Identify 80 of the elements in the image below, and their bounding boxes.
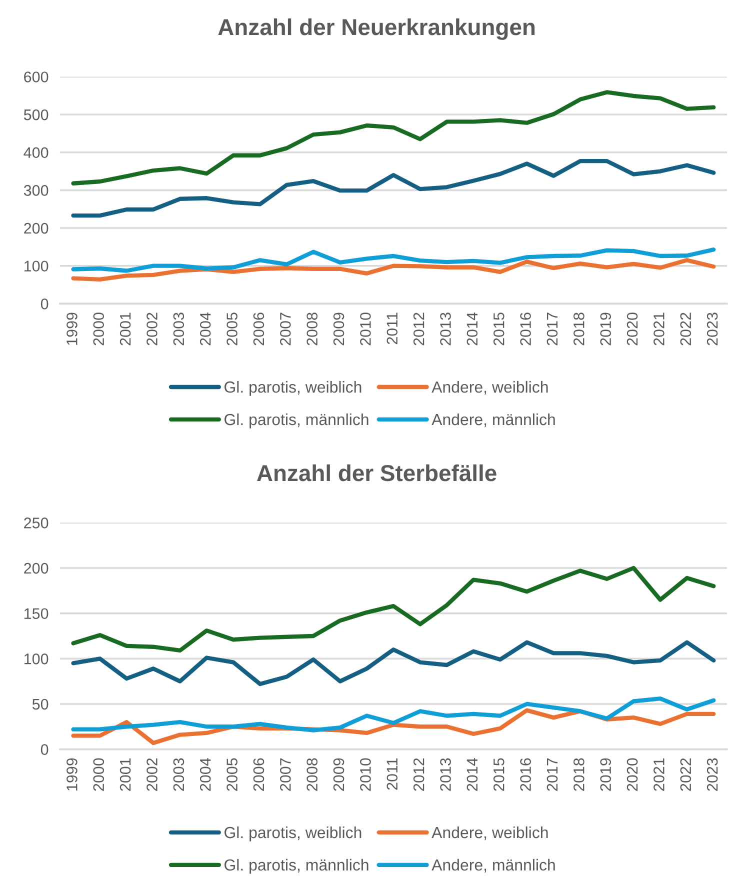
- line-series: [71, 640, 716, 686]
- x-tick-label: 2013: [440, 758, 451, 791]
- line-series: [71, 258, 716, 282]
- x-tick-label: 2018: [574, 758, 584, 791]
- x-tick-label: 2012: [413, 758, 424, 791]
- legend-label: Andere, männlich: [432, 858, 555, 873]
- x-tick-label: 1999: [66, 312, 78, 345]
- y-tick-label: 250: [24, 518, 48, 528]
- x-tick-label: 2017: [546, 758, 558, 791]
- x-tick-label: 2002: [146, 312, 158, 346]
- x-tick-label: 2021: [654, 312, 664, 346]
- x-tick-label: 2011: [386, 312, 398, 344]
- x-tick-label: 2019: [600, 758, 612, 791]
- x-tick-label: 2016: [520, 758, 531, 791]
- x-tick-label: 1999: [66, 758, 78, 790]
- x-tick-label: 2015: [493, 312, 504, 346]
- x-tick-label: 2004: [200, 758, 211, 791]
- chart-title: Anzahl der Sterbefälle: [257, 464, 496, 482]
- x-tick-label: 2005: [226, 758, 238, 791]
- x-tick-label: 2013: [440, 312, 451, 346]
- y-tick-label: 100: [24, 654, 48, 664]
- x-tick-label: 2003: [173, 758, 184, 791]
- x-tick-label: 2014: [466, 312, 478, 346]
- legend-label: Andere, männlich: [432, 413, 555, 428]
- legend-label: Gl. parotis, männlich: [224, 413, 368, 428]
- chart-title: Anzahl der Neuerkrankungen: [218, 18, 535, 40]
- legend-label: Gl. parotis, weiblich: [224, 826, 362, 842]
- x-tick-label: 2019: [600, 312, 612, 346]
- y-tick-label: 300: [24, 185, 48, 196]
- legend-label: Andere, weiblich: [432, 826, 548, 840]
- x-tick-label: 2009: [333, 758, 344, 791]
- x-tick-label: 2007: [280, 312, 291, 346]
- y-tick-label: 0: [40, 298, 48, 310]
- x-tick-label: 2023: [706, 312, 718, 346]
- x-tick-label: 2021: [654, 758, 664, 791]
- line-series: [71, 566, 716, 653]
- y-tick-label: 400: [24, 147, 48, 158]
- x-tick-label: 2004: [200, 312, 211, 346]
- x-tick-label: 2010: [360, 312, 371, 346]
- line-series: [71, 90, 716, 186]
- x-tick-label: 2020: [626, 758, 638, 791]
- y-tick-label: 600: [24, 72, 48, 82]
- x-tick-label: 2012: [413, 312, 424, 346]
- y-tick-label: 200: [24, 562, 48, 574]
- x-tick-label: 2009: [333, 312, 344, 346]
- y-tick-label: 50: [32, 698, 48, 710]
- x-tick-label: 2010: [360, 758, 371, 791]
- x-tick-label: 2000: [93, 312, 104, 346]
- line-series: [71, 696, 716, 732]
- x-tick-label: 2007: [280, 758, 291, 791]
- x-tick-label: 2015: [493, 758, 504, 791]
- legend-label: Andere, weiblich: [432, 381, 548, 395]
- x-tick-label: 2017: [546, 312, 558, 346]
- y-tick-label: 100: [24, 260, 48, 272]
- x-tick-label: 2014: [466, 758, 478, 791]
- x-tick-label: 2018: [574, 312, 584, 346]
- x-tick-label: 2001: [120, 312, 131, 346]
- x-tick-label: 2005: [226, 312, 238, 346]
- x-tick-label: 2022: [680, 312, 692, 346]
- y-tick-label: 500: [24, 109, 48, 120]
- x-tick-label: 2011: [386, 758, 398, 790]
- x-tick-label: 2000: [93, 758, 104, 791]
- x-tick-label: 2016: [520, 312, 531, 346]
- y-tick-label: 150: [24, 608, 48, 620]
- line-series: [71, 247, 716, 273]
- x-tick-label: 2008: [306, 758, 318, 791]
- line-series: [71, 158, 716, 218]
- legend-label: Gl. parotis, weiblich: [224, 381, 362, 396]
- legend-label: Gl. parotis, männlich: [224, 858, 368, 874]
- x-tick-label: 2001: [120, 758, 131, 791]
- x-tick-label: 2003: [173, 312, 184, 346]
- y-tick-label: 200: [24, 222, 48, 234]
- x-tick-label: 2020: [626, 312, 638, 346]
- x-tick-label: 2006: [253, 758, 264, 791]
- x-tick-label: 2022: [680, 758, 692, 791]
- x-tick-label: 2023: [706, 758, 718, 791]
- x-tick-label: 2006: [253, 312, 264, 346]
- y-tick-label: 0: [40, 744, 48, 755]
- x-tick-label: 2008: [306, 312, 318, 346]
- x-tick-label: 2002: [146, 758, 158, 791]
